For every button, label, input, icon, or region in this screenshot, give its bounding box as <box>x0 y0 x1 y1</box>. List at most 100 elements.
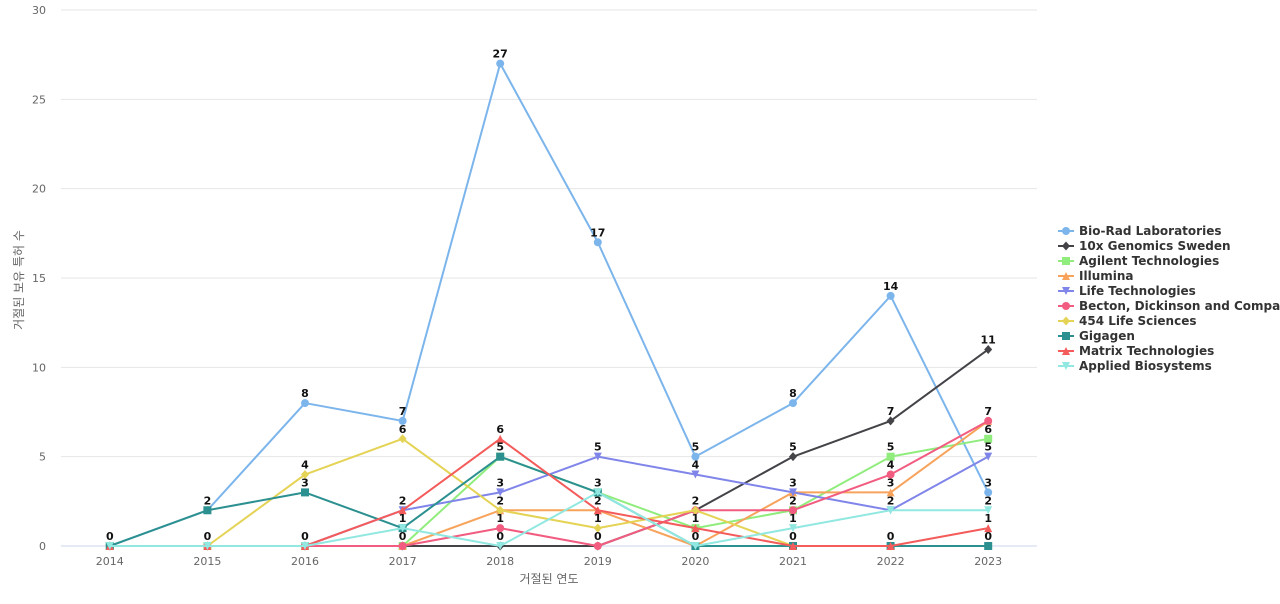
data-point[interactable] <box>886 488 895 497</box>
data-point[interactable] <box>984 434 993 443</box>
y-tick-label: 30 <box>32 4 46 17</box>
data-point[interactable] <box>398 542 407 550</box>
data-point[interactable] <box>789 524 797 533</box>
data-label: 4 <box>887 459 895 472</box>
data-label: 1 <box>692 512 700 525</box>
data-point[interactable] <box>789 488 797 497</box>
data-point[interactable] <box>789 542 797 550</box>
series-line[interactable] <box>108 455 990 547</box>
data-point[interactable] <box>301 488 309 497</box>
x-tick-label: 2023 <box>974 555 1002 568</box>
legend-marker <box>1062 302 1070 310</box>
y-tick-label: 0 <box>39 540 46 553</box>
legend-marker <box>1062 316 1070 326</box>
data-point[interactable] <box>886 542 895 550</box>
data-label: 3 <box>594 476 602 489</box>
data-point[interactable] <box>691 505 700 515</box>
data-point[interactable] <box>496 524 505 533</box>
legend-item[interactable]: 10x Genomics Sweden <box>1058 239 1231 253</box>
x-tick-label: 2021 <box>779 555 807 568</box>
data-point[interactable] <box>984 524 993 533</box>
series-5 <box>105 416 993 550</box>
legend-item[interactable]: Life Technologies <box>1058 284 1196 298</box>
data-point[interactable] <box>301 542 309 550</box>
data-point[interactable] <box>691 542 700 550</box>
data-point[interactable] <box>789 506 797 515</box>
legend-item[interactable]: Bio-Rad Laboratories <box>1058 224 1221 238</box>
legend-marker <box>1062 227 1070 235</box>
legend-marker <box>1062 272 1070 280</box>
data-point[interactable] <box>301 399 309 408</box>
data-point[interactable] <box>496 542 505 550</box>
data-point[interactable] <box>496 505 505 515</box>
legend-label: Bio-Rad Laboratories <box>1079 224 1221 238</box>
data-point[interactable] <box>398 434 407 444</box>
series-line[interactable] <box>108 491 990 547</box>
data-point[interactable] <box>789 452 797 462</box>
legend-label: Matrix Technologies <box>1079 344 1214 358</box>
series-line[interactable] <box>108 419 990 547</box>
data-point[interactable] <box>984 506 993 515</box>
data-point[interactable] <box>691 452 700 461</box>
data-point[interactable] <box>496 452 505 461</box>
data-label: 6 <box>496 423 504 436</box>
data-point[interactable] <box>301 470 309 480</box>
legend-item[interactable]: Applied Biosystems <box>1058 359 1212 373</box>
data-point[interactable] <box>691 524 700 533</box>
data-point[interactable] <box>886 506 895 515</box>
x-tick-label: 2016 <box>291 555 319 568</box>
data-point[interactable] <box>398 416 407 425</box>
legend-item[interactable]: 454 Life Sciences <box>1058 314 1196 328</box>
data-point[interactable] <box>593 488 602 497</box>
legend-marker <box>1062 241 1070 251</box>
data-point[interactable] <box>496 488 505 497</box>
legend-item[interactable]: Gigagen <box>1058 329 1135 343</box>
data-point[interactable] <box>496 434 505 443</box>
data-point[interactable] <box>984 542 993 550</box>
legend-item[interactable]: Illumina <box>1058 269 1134 283</box>
data-point[interactable] <box>886 470 895 479</box>
legend-marker <box>1062 362 1070 370</box>
data-point[interactable] <box>984 416 993 425</box>
data-label: 1 <box>399 512 407 525</box>
series-line[interactable] <box>108 455 990 547</box>
data-point[interactable] <box>203 542 212 550</box>
series-line[interactable] <box>108 62 990 547</box>
legend-item[interactable]: Matrix Technologies <box>1058 344 1214 358</box>
data-point[interactable] <box>886 452 895 461</box>
legend-marker <box>1062 287 1070 295</box>
data-point[interactable] <box>691 470 700 479</box>
y-tick-label: 20 <box>32 183 46 196</box>
legend-item[interactable]: Becton, Dickinson and Compa... <box>1058 299 1280 313</box>
data-point[interactable] <box>203 506 212 515</box>
legend-label: Agilent Technologies <box>1079 254 1219 268</box>
legend-item[interactable]: Agilent Technologies <box>1058 254 1219 268</box>
data-point[interactable] <box>398 506 407 515</box>
data-point[interactable] <box>984 452 993 461</box>
data-label: 8 <box>301 387 309 400</box>
data-point[interactable] <box>984 488 993 497</box>
data-label: 27 <box>493 48 508 61</box>
data-point[interactable] <box>593 238 602 247</box>
data-label: 7 <box>887 405 895 418</box>
series-line[interactable] <box>108 419 990 547</box>
data-point[interactable] <box>886 416 895 426</box>
legend-marker <box>1062 332 1070 340</box>
data-point[interactable] <box>593 506 602 515</box>
data-label: 2 <box>984 494 992 507</box>
data-point[interactable] <box>105 542 114 550</box>
data-point[interactable] <box>984 344 993 354</box>
data-label: 8 <box>789 387 797 400</box>
legend-label: 10x Genomics Sweden <box>1079 239 1231 253</box>
data-point[interactable] <box>593 452 602 461</box>
data-point[interactable] <box>886 291 895 300</box>
data-point[interactable] <box>398 524 407 533</box>
data-label: 6 <box>984 423 992 436</box>
data-point[interactable] <box>789 399 797 408</box>
data-labels: 0208430762102765321017532105421085321014… <box>106 48 996 543</box>
data-point[interactable] <box>496 59 505 68</box>
data-point[interactable] <box>593 523 602 533</box>
data-point[interactable] <box>593 542 602 550</box>
